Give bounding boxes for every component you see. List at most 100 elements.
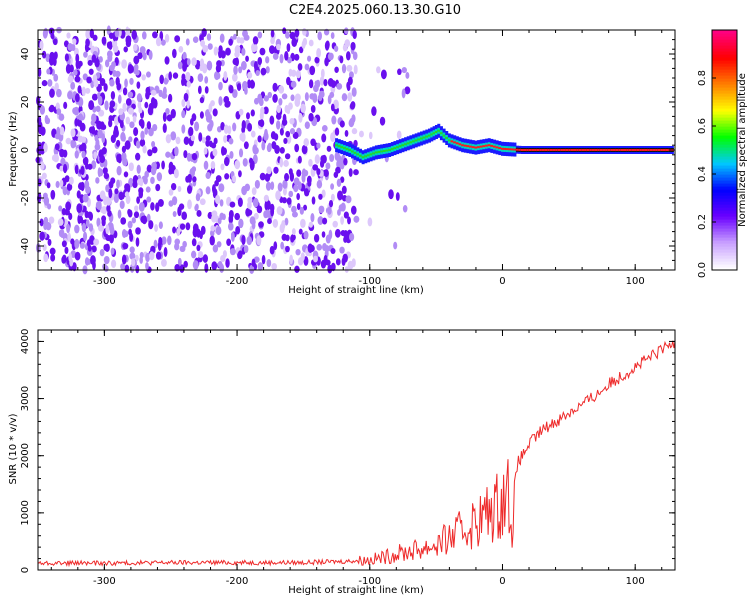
spectrogram-noise-cell: [294, 143, 300, 153]
colorbar-strip: [712, 84, 737, 88]
spectrogram-noise-cell: [259, 119, 265, 128]
spectrogram-noise-cell: [90, 80, 95, 89]
colorbar-tick-label: 0.0: [697, 262, 708, 278]
spectrogram-noise-cell: [81, 150, 86, 159]
spectrogram-noise-cell: [141, 31, 147, 40]
spectrogram-noise-cell: [339, 120, 345, 128]
colorbar-strip: [712, 138, 737, 142]
spectrogram-signal-cell: [377, 150, 381, 153]
spectrogram-noise-cell: [266, 166, 272, 175]
spectrogram-noise-cell: [62, 186, 68, 196]
spectrogram-noise-cell: [251, 258, 256, 267]
spectrogram-noise-cell: [84, 257, 90, 266]
spectrogram-y-tick-label: -20: [20, 190, 31, 206]
spectrogram-noise-cell: [161, 236, 167, 245]
spectrogram-noise-cell: [291, 228, 296, 236]
spectrogram-noise-cell: [187, 173, 192, 183]
spectrogram-noise-cell: [92, 34, 98, 41]
spectrogram-noise-cell: [46, 68, 51, 75]
spectrogram-signal-cell: [337, 145, 341, 148]
spectrogram-noise-cell: [229, 151, 234, 159]
spectrogram-noise-cell: [174, 146, 179, 157]
spectrogram-noise-cell: [70, 81, 76, 90]
spectrogram-noise-cell: [74, 238, 80, 249]
spectrogram-signal-cell: [665, 149, 669, 151]
colorbar-strip: [712, 90, 737, 94]
spectrogram-noise-cell: [269, 245, 275, 255]
spectrogram-noise-cell: [41, 172, 47, 180]
spectrogram-signal-cell: [406, 142, 410, 145]
colorbar-strip: [712, 120, 737, 124]
spectrogram-signal-cell: [469, 145, 473, 148]
spectrogram-noise-cell: [91, 54, 97, 63]
spectrogram-noise-cell: [108, 188, 113, 199]
spectrogram-noise-cell: [59, 148, 65, 158]
spectrogram-noise-cell: [310, 138, 316, 147]
spectrogram-noise-cell: [272, 82, 278, 92]
spectrogram-noise-cell: [334, 66, 339, 73]
spectrogram-signal-cell: [584, 149, 588, 151]
spectrogram-noise-cell: [291, 69, 297, 77]
colorbar-strip: [712, 225, 737, 229]
spectrogram-noise-cell: [265, 181, 272, 191]
spectrogram-noise-cell: [144, 101, 149, 109]
spectrogram-noise-cell: [222, 147, 227, 155]
spectrogram-noise-cell: [110, 247, 115, 255]
spectrogram-noise-cell: [164, 33, 170, 43]
snr-x-tick-label: 0: [499, 576, 505, 587]
spectrogram-noise-cell: [171, 196, 178, 206]
spectrogram-noise-cell: [325, 162, 331, 170]
spectrogram-noise-cell: [87, 245, 92, 252]
spectrogram-signal-cell: [422, 136, 426, 139]
spectrogram-noise-cell: [47, 203, 52, 210]
spectrogram-noise-cell: [109, 79, 115, 87]
spectrogram-noise-cell: [205, 186, 211, 195]
spectrogram-signal-cell: [541, 149, 545, 151]
spectrogram-noise-cell: [190, 250, 197, 259]
spectrogram-noise-cell: [232, 89, 238, 99]
spectrogram-noise-cell: [117, 94, 122, 104]
spectrogram-noise-cell: [308, 39, 314, 47]
spectrogram-noise-cell: [284, 172, 290, 182]
spectrogram-noise-cell: [331, 115, 337, 125]
spectrogram-signal-cell: [578, 149, 582, 151]
spectrogram-noise-cell: [401, 88, 406, 99]
spectrogram-noise-cell: [134, 205, 139, 212]
spectrogram-noise-cell: [154, 224, 158, 232]
spectrogram-noise-cell: [195, 193, 201, 202]
spectrogram-noise-cell: [166, 114, 173, 122]
spectrogram-signal-cell: [586, 149, 590, 151]
spectrogram-noise-cell: [279, 147, 285, 154]
spectrogram-signal-cell: [442, 134, 446, 137]
spectrogram-noise-cell: [65, 201, 72, 211]
spectrogram-noise-cell: [84, 210, 89, 219]
colorbar-strip: [712, 189, 737, 193]
spectrogram-noise-cell: [316, 168, 321, 176]
spectrogram-signal-cell: [390, 148, 394, 151]
spectrogram-noise-cell: [181, 98, 186, 108]
spectrogram-noise-cell: [371, 106, 377, 117]
snr-y-ticks: 0 1000 2000 3000 4000: [20, 329, 675, 573]
spectrogram-noise-cell: [304, 121, 310, 129]
spectrogram-noise-cell: [341, 93, 348, 102]
spectrogram-noise-cell: [62, 163, 68, 174]
spectrogram-noise-cell: [121, 229, 127, 238]
spectrogram-noise-cell: [121, 59, 128, 69]
spectrogram-noise-cell: [234, 45, 241, 55]
spectrogram-signal-cell: [605, 149, 609, 151]
spectrogram-noise-cell: [316, 179, 323, 189]
spectrogram-noise-cell: [206, 33, 212, 41]
spectrogram-noise-cell: [133, 127, 139, 137]
colorbar-strip: [712, 168, 737, 172]
spectrogram-noise-cell: [303, 230, 309, 240]
colorbar-strip: [712, 36, 737, 40]
spectrogram-noise-cell: [217, 217, 222, 225]
colorbar-strip: [712, 264, 737, 268]
spectrogram-noise-cell: [124, 140, 131, 150]
spectrogram-noise-cell: [118, 108, 124, 116]
spectrogram-noise-cell: [327, 78, 334, 87]
spectrogram-signal-cell: [552, 149, 556, 151]
spectrogram-noise-cell: [246, 112, 250, 120]
spectrogram-noise-cell: [192, 260, 199, 270]
spectrogram-noise-cell: [223, 135, 228, 143]
